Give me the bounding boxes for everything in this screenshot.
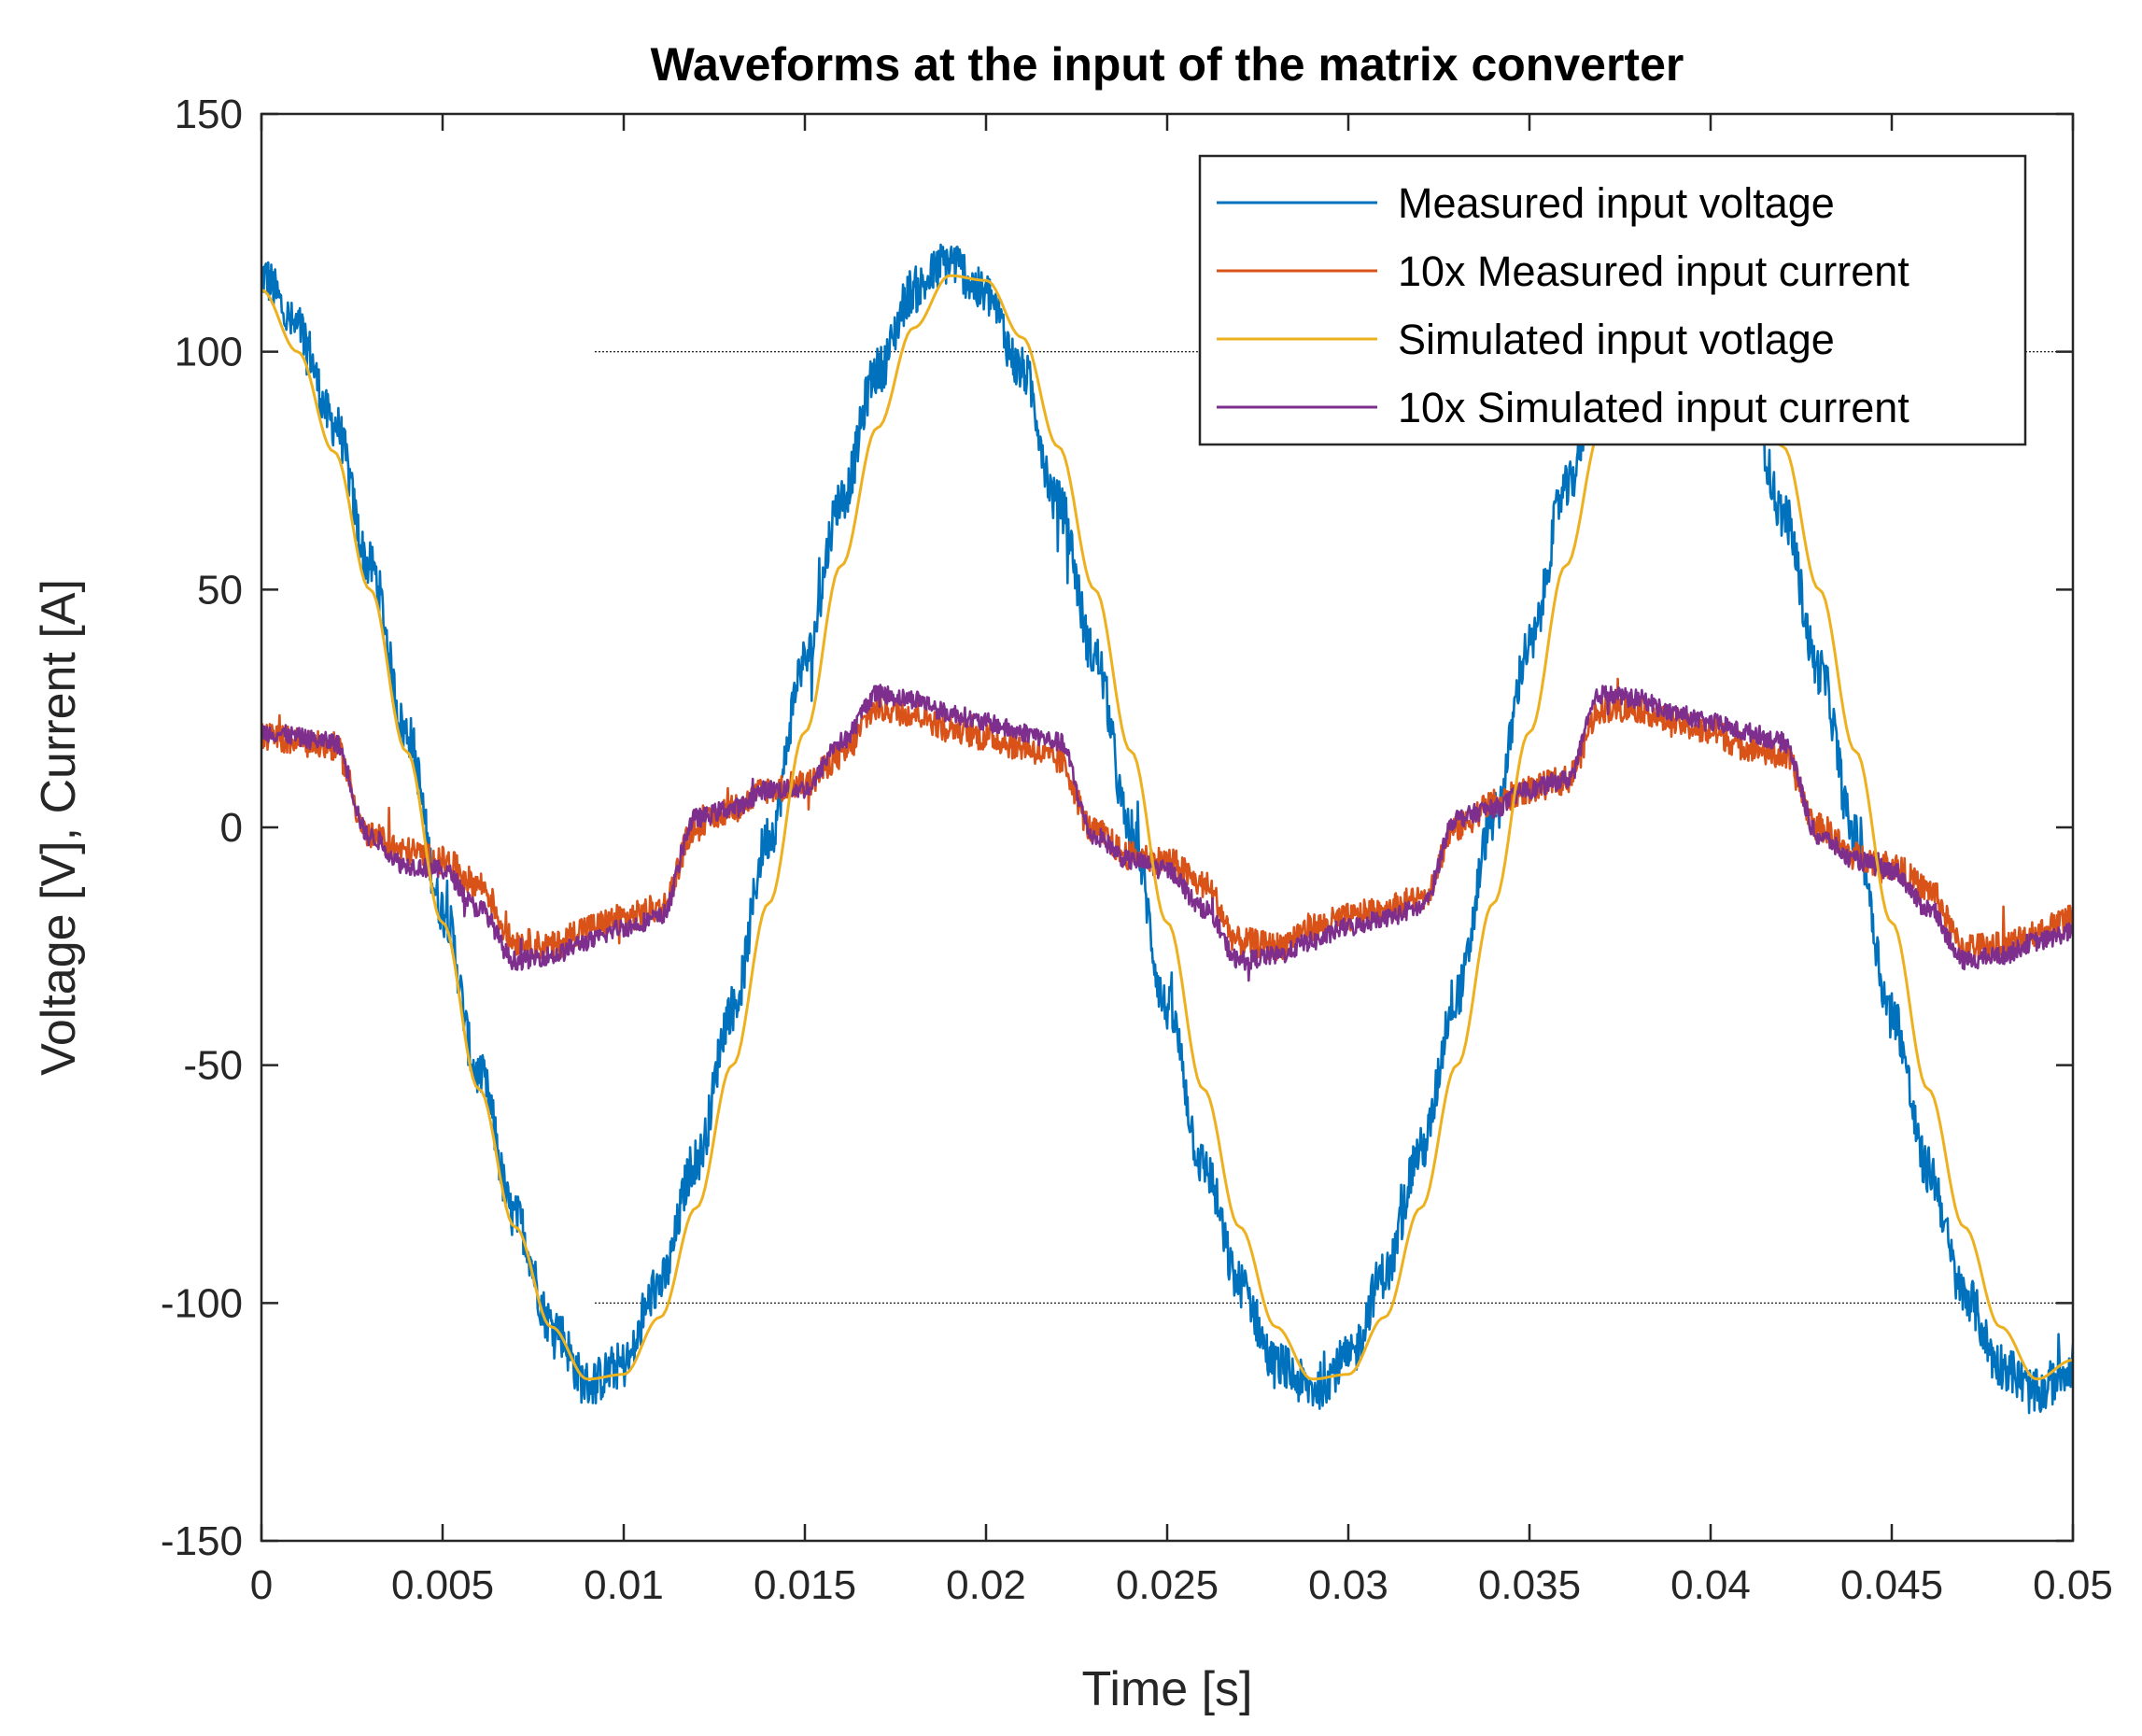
y-tick-label: 0	[220, 805, 243, 851]
x-tick-label: 0.01	[584, 1562, 664, 1608]
x-tick-label: 0.005	[391, 1562, 494, 1608]
x-tick-labels: 0 0.005 0.01 0.015 0.02 0.025 0.03 0.035 0.04 0.0…	[250, 1562, 2113, 1608]
x-tick-label: 0.03	[1308, 1562, 1388, 1608]
x-axis-label: Time [s]	[1082, 1662, 1253, 1716]
y-tick-labels: -150 -100 -50 0 50 100 150	[161, 92, 243, 1564]
x-tick-label: 0.04	[1670, 1562, 1751, 1608]
axis-ticks	[260, 112, 2075, 1543]
legend-label-0: Measured input voltage	[1398, 179, 1835, 227]
x-tick-label: 0.02	[946, 1562, 1026, 1608]
x-tick-label: 0.015	[754, 1562, 856, 1608]
legend-label-1: 10x Measured input current	[1398, 247, 1909, 295]
y-tick-label: 150	[175, 92, 243, 137]
y-tick-label: -50	[183, 1043, 243, 1089]
chart-title: Waveforms at the input of the matrix con…	[651, 38, 1684, 91]
x-tick-label: 0.035	[1478, 1562, 1581, 1608]
y-tick-label: -100	[161, 1280, 243, 1326]
y-tick-label: -150	[161, 1518, 243, 1564]
legend: Measured input voltage 10x Measured input…	[1198, 154, 2027, 446]
x-tick-label: 0.05	[2033, 1562, 2113, 1608]
y-tick-label: 50	[197, 567, 243, 613]
x-tick-label: 0.045	[1840, 1562, 1943, 1608]
y-axis-label: Voltage [V], Current [A]	[32, 579, 86, 1076]
y-tick-label: 100	[175, 330, 243, 375]
legend-label-3: 10x Simulated input current	[1398, 384, 1909, 431]
legend-label-2: Simulated input votlage	[1398, 316, 1835, 363]
x-tick-label: 0	[250, 1562, 273, 1608]
series-line-3	[261, 684, 2073, 982]
x-tick-label: 0.025	[1116, 1562, 1219, 1608]
series-line-0	[261, 242, 2073, 1415]
